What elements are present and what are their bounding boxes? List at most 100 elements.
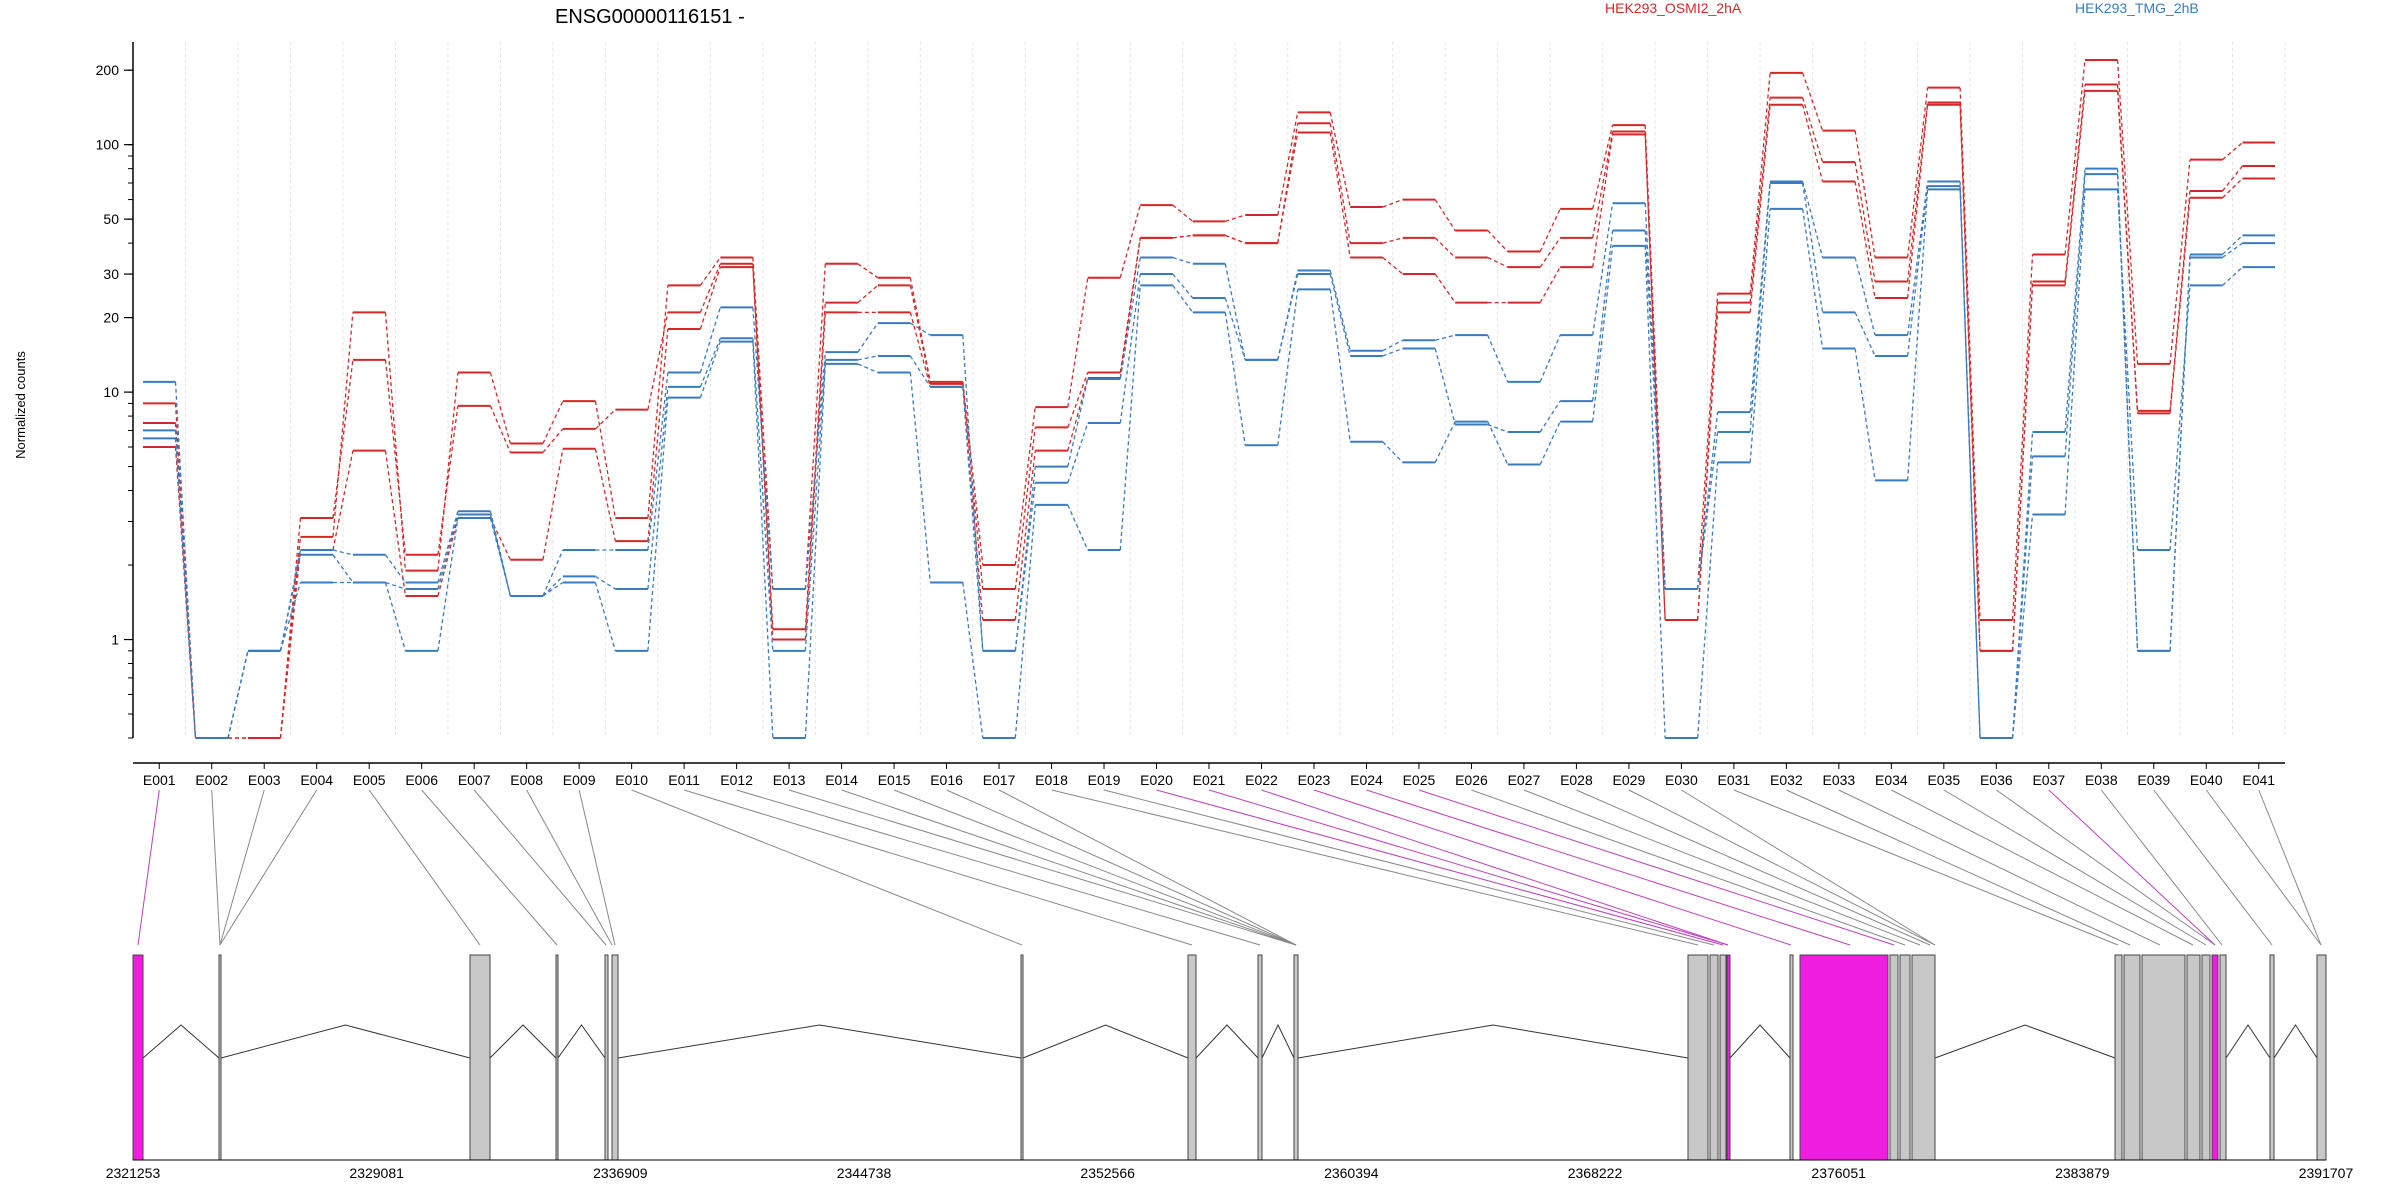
- intron-line: [1022, 1024, 1189, 1059]
- x-tick-label: E032: [1770, 772, 1803, 788]
- coordinate-label: 2329081: [349, 1165, 404, 1181]
- series-transition: [1224, 297, 1246, 361]
- series-transition: [1697, 312, 1719, 620]
- intron-line: [617, 1024, 1022, 1059]
- series-transition: [279, 582, 302, 652]
- series-transition: [1802, 181, 1824, 258]
- series-transition: [752, 267, 774, 640]
- series-transition: [1119, 237, 1141, 379]
- series-transition: [1592, 124, 1614, 210]
- series-transition: [2222, 165, 2243, 192]
- series-transition: [962, 335, 984, 651]
- series-transition: [2222, 242, 2243, 259]
- exon-connector: [683, 789, 1193, 946]
- exon-connector: [1943, 789, 2207, 946]
- series-1: [142, 58, 2276, 739]
- coordinate-label: 2336909: [593, 1165, 648, 1181]
- exon-connector: [219, 789, 318, 946]
- series-transition: [1906, 87, 1929, 258]
- series-transition: [2116, 189, 2139, 551]
- series-transition: [332, 554, 354, 583]
- exon-box: [2186, 954, 2201, 1161]
- series-transition: [1906, 102, 1929, 282]
- series-transition: [1749, 97, 1771, 303]
- y-tick-label: 100: [96, 137, 120, 153]
- y-tick-label: 1: [111, 632, 119, 648]
- x-tick-labels: E001 E002 E003 E004 E005 E006 E007 E008 E009 E010…: [143, 763, 2275, 788]
- x-tick-label: E035: [1927, 772, 1960, 788]
- intron-line: [489, 1024, 557, 1059]
- series-transition: [1801, 208, 1824, 349]
- series-transition: [1697, 293, 1719, 590]
- series-4: [142, 167, 2276, 739]
- exon-connector: [998, 789, 1297, 946]
- series-transition: [752, 338, 774, 651]
- genomic-coordinates: 2321253 2329081 2336909 2344738 2352566 23603…: [106, 1159, 2353, 1181]
- series-transition: [384, 582, 407, 652]
- series-transition: [1434, 348, 1456, 425]
- series-transition: [1225, 214, 1246, 222]
- series-transition: [595, 575, 616, 590]
- series-transition: [804, 263, 826, 590]
- y-tick-label: 30: [103, 266, 119, 282]
- series-6: [142, 188, 2276, 739]
- chart-title: ENSG00000116151 -: [555, 6, 745, 28]
- series-transition: [2169, 285, 2191, 551]
- exon-box: [2123, 954, 2141, 1161]
- series-transition: [1382, 237, 1403, 244]
- series-transition: [437, 511, 459, 583]
- series-transition: [1906, 186, 1929, 357]
- y-tick-label: 20: [103, 310, 119, 326]
- x-tick-label: E040: [2190, 772, 2223, 788]
- exon-connector: [788, 789, 1297, 946]
- coordinate-label: 2383879: [2055, 1165, 2110, 1181]
- series-transition: [542, 549, 564, 597]
- series-transition: [909, 312, 931, 388]
- exon-box: [1889, 954, 1899, 1161]
- series-transition: [962, 582, 984, 739]
- series-transition: [857, 284, 879, 304]
- series-transition: [752, 263, 774, 630]
- series-transition: [1539, 334, 1561, 383]
- series-transition: [1277, 273, 1299, 361]
- series-transition: [1119, 204, 1141, 278]
- exon-connector: [1576, 789, 1931, 946]
- exon-connectors: [137, 789, 2322, 946]
- series-transition: [699, 307, 721, 373]
- series-transition: [1539, 400, 1561, 433]
- series-transition: [1067, 504, 1089, 551]
- series-transition: [437, 372, 459, 571]
- series-transition: [332, 549, 354, 556]
- series-transition: [1329, 132, 1351, 258]
- exon-box: [469, 954, 491, 1161]
- series-transition: [1382, 256, 1404, 275]
- exon-connector: [368, 789, 481, 946]
- series-transition: [2222, 234, 2243, 255]
- exon-box: [2211, 954, 2219, 1161]
- series-transition: [594, 582, 616, 652]
- series-transition: [594, 409, 616, 430]
- x-tick-label: E025: [1403, 772, 1436, 788]
- exon-connector: [1261, 789, 1729, 946]
- series-transition: [1277, 289, 1299, 446]
- exon-box: [2114, 954, 2123, 1161]
- series-transition: [489, 372, 512, 444]
- series-transition: [1329, 273, 1351, 357]
- series-transition: [857, 322, 879, 353]
- legend-label-tmg: HEK293_TMG_2hB: [2075, 0, 2199, 16]
- series-transition: [1644, 203, 1666, 590]
- exon-connector: [1313, 789, 1792, 946]
- y-tick-label: 200: [96, 62, 120, 78]
- series-transition: [1434, 421, 1456, 463]
- series-transition: [2169, 197, 2191, 414]
- exon-connector: [421, 789, 558, 946]
- exon-box: [604, 954, 609, 1161]
- x-tick-label: E019: [1088, 772, 1121, 788]
- exon-connector: [526, 789, 613, 946]
- series-transition: [437, 514, 459, 590]
- series-transition: [1854, 348, 1876, 481]
- series-transition: [1959, 104, 1981, 651]
- series-transition: [385, 581, 406, 590]
- exon-connector: [1891, 789, 2194, 946]
- exon-connector: [1733, 789, 2119, 946]
